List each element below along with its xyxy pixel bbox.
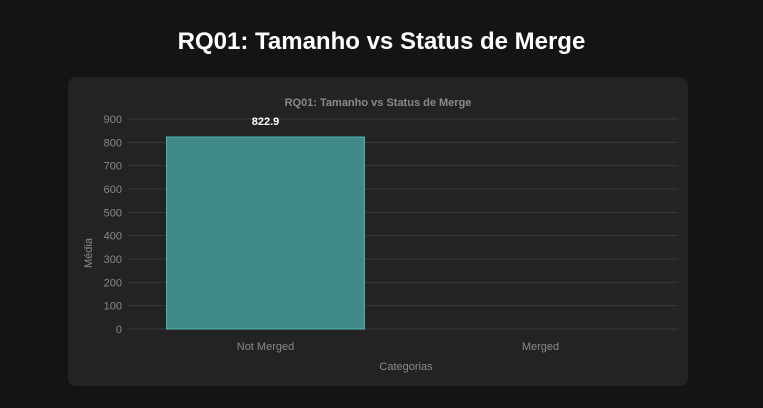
y-axis-label: Média [83,237,95,268]
data-labels: 822.9 [252,116,280,128]
bar-not-merged[interactable] [166,136,365,330]
y-tick-label: 900 [104,114,122,126]
x-tick-label: Not Merged [237,341,294,353]
chart-card: RQ01: Tamanho vs Status de Merge 0 100 200… [68,77,688,386]
data-label: 822.9 [252,116,280,128]
x-axis-ticks: Not Merged Merged [237,341,559,353]
y-tick-label: 600 [104,184,122,196]
y-tick-label: 300 [104,254,122,266]
y-tick-label: 400 [104,231,122,243]
y-axis-ticks: 0 100 200 300 400 500 600 700 800 900 [104,114,122,336]
x-tick-label: Merged [522,341,559,353]
page-title: RQ01: Tamanho vs Status de Merge [177,28,586,55]
y-tick-label: 0 [116,324,122,336]
y-tick-label: 500 [104,207,122,219]
y-tick-label: 700 [104,161,122,173]
bars [166,136,365,330]
y-tick-label: 200 [104,277,122,289]
bar-chart: RQ01: Tamanho vs Status de Merge 0 100 200… [83,97,678,373]
y-tick-label: 100 [104,301,122,313]
y-tick-label: 800 [104,137,122,149]
chart-title: RQ01: Tamanho vs Status de Merge [285,97,472,109]
x-axis-label: Categorias [379,361,433,373]
